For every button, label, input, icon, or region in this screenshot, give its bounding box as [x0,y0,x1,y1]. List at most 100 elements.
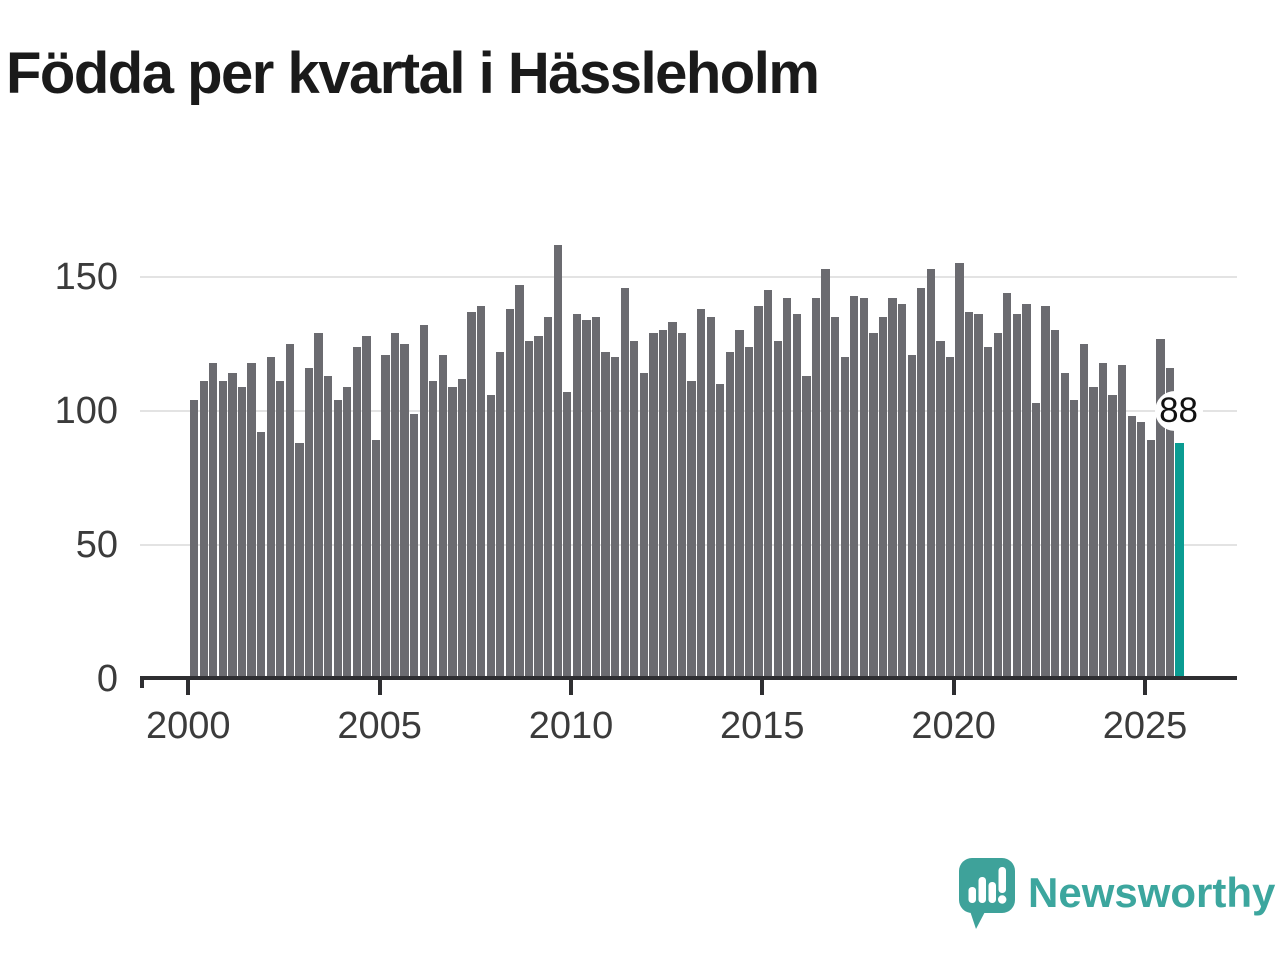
bar-2004Q3 [362,335,371,679]
bar-2021Q4 [1022,303,1031,679]
bar-2011Q3 [630,341,639,679]
bar-2022Q1 [1031,402,1041,679]
bar-2007Q1 [457,378,467,679]
bar-2004Q2 [352,346,361,679]
y-axis-label-150: 150 [54,255,118,298]
bar-2016Q1 [802,376,811,679]
x-axis-tick-2010 [568,680,573,695]
x-axis-label-2005: 2005 [337,705,422,747]
bar-2012Q3 [668,322,677,679]
x-axis-label-2000: 2000 [146,705,231,747]
bar-2018Q3 [897,303,907,679]
bar-2008Q1 [496,351,505,679]
bar-2015Q1 [764,290,773,679]
bar-2009Q2 [543,317,553,679]
x-axis-left-endcap [140,676,144,688]
newsworthy-logo: Newsworthy [956,856,1276,940]
bar-2002Q4 [295,443,304,679]
x-axis-line [140,675,1237,681]
bar-2004Q1 [343,386,352,679]
bar-2001Q3 [247,362,256,679]
bar-2015Q2 [773,341,782,679]
highlight-bubble: 88 [1154,391,1203,432]
bar-2007Q2 [467,311,476,679]
bar-2011Q2 [620,287,629,679]
bar-2013Q1 [687,381,696,679]
bar-2005Q3 [400,343,409,679]
bar-2008Q2 [505,309,514,679]
bar-2016Q4 [830,317,840,679]
bar-2024Q4 [1137,421,1146,679]
bar-2012Q4 [677,333,687,679]
bar-2009Q1 [534,335,543,679]
bar-2013Q4 [716,384,725,679]
grid-line-150 [140,275,1237,278]
x-axis-label-2020: 2020 [911,705,996,747]
bar-2005Q4 [410,413,419,679]
bar-2001Q4 [256,432,266,679]
bar-2025Q1 [1146,440,1155,679]
bar-2014Q4 [754,306,763,679]
x-axis-label-2015: 2015 [720,705,805,747]
bar-2010Q3 [591,317,601,679]
x-axis-tick-2020 [951,680,956,695]
bar-2022Q2 [1041,306,1050,679]
bar-2000Q1 [190,400,199,679]
bar-2019Q4 [945,357,955,679]
bar-2023Q3 [1089,386,1098,679]
newsworthy-bubble-icon [959,858,1015,929]
bar-2022Q4 [1060,373,1069,679]
highlight-value: 88 [1159,391,1199,431]
bar-2007Q4 [486,394,495,679]
bar-2020Q1 [955,263,964,679]
bar-2009Q3 [553,244,562,679]
x-axis-label-2010: 2010 [528,705,614,747]
y-axis-label-100: 100 [54,389,118,432]
bar-2003Q1 [304,368,314,679]
x-axis-tick-2000 [186,680,191,695]
bar-2003Q3 [323,376,333,679]
page-title: Födda per kvartal i Hässleholm [6,41,820,106]
newsworthy-wordmark: Newsworthy [1028,869,1276,916]
x-axis-label-2025: 2025 [1102,705,1188,747]
bar-2003Q4 [333,400,342,679]
bar-2024Q3 [1127,416,1136,679]
bar-2001Q1 [228,373,237,679]
bar-2015Q4 [792,314,802,679]
bar-2020Q2 [964,311,974,679]
bar-2008Q4 [524,341,534,679]
bar-2025Q3 [1165,368,1175,679]
bar-2021Q2 [1003,292,1012,679]
bar-2013Q2 [697,309,706,679]
x-axis-tick-2015 [760,680,765,695]
bar-2017Q2 [850,295,859,679]
bar-2017Q1 [840,357,849,679]
bar-2019Q1 [917,287,926,679]
bar-2018Q2 [888,298,897,679]
bar-2019Q3 [936,341,945,679]
bar-2017Q3 [859,298,868,679]
y-axis-label-50: 50 [75,523,118,566]
bar-2024Q2 [1117,365,1127,679]
bar-2016Q3 [821,268,830,679]
bar-2018Q1 [878,317,888,679]
x-axis-tick-2005 [377,680,382,695]
bar-2023Q2 [1079,343,1089,679]
bar-2010Q2 [582,319,591,679]
bar-2014Q3 [744,346,754,679]
bar-2006Q1 [419,325,428,679]
bar-2019Q2 [926,268,935,679]
y-axis-label-0: 0 [96,658,118,700]
bar-2006Q3 [438,354,448,679]
bar-2015Q3 [783,298,792,679]
bar-2004Q4 [371,440,381,679]
bar-2011Q1 [610,357,620,679]
bar-2002Q2 [276,381,285,679]
bar-2020Q4 [984,346,993,679]
bar-2012Q2 [658,330,668,679]
bar-2001Q2 [237,386,247,679]
bar-2007Q3 [477,306,486,679]
bar-2010Q4 [601,351,610,679]
bar-2000Q4 [218,381,227,679]
